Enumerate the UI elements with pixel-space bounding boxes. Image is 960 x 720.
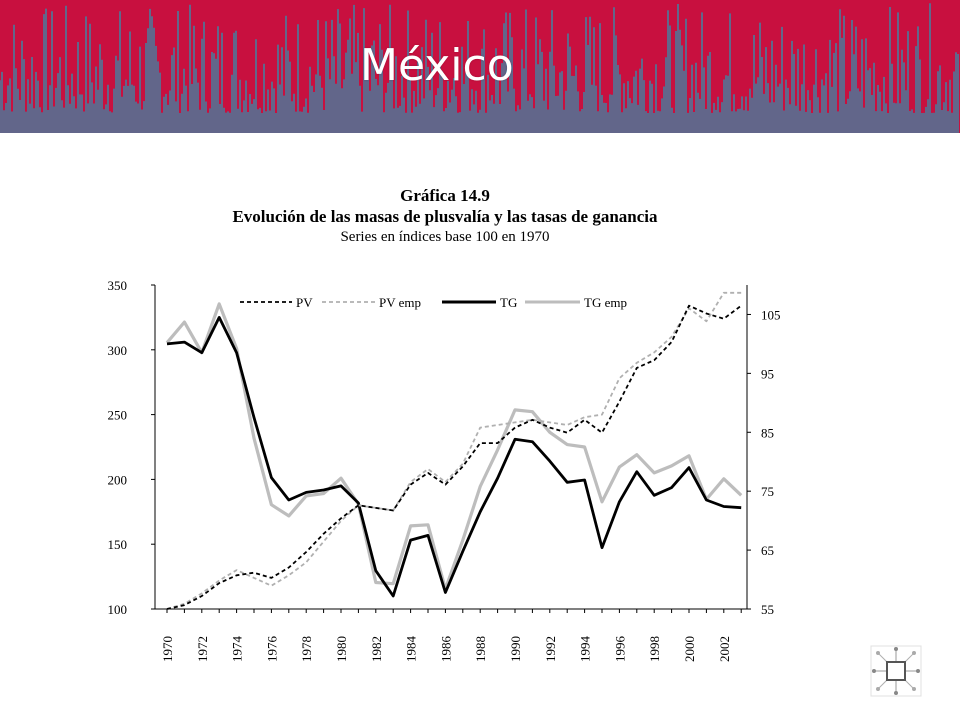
- x-tick-label: 1974: [230, 636, 245, 663]
- x-tick-label: 1978: [299, 636, 314, 662]
- x-tick-label: 1994: [578, 636, 593, 663]
- banner-waveform: [0, 3, 959, 133]
- y-left-tick-label: 100: [108, 602, 128, 617]
- x-tick-label: 1998: [647, 636, 662, 662]
- legend-label: PV emp: [379, 295, 421, 310]
- legend-label: PV: [296, 295, 313, 310]
- legend: PV PV emp TG TG emp: [240, 295, 627, 310]
- legend-label: TG: [500, 295, 517, 310]
- y-right-tick-label: 95: [761, 366, 774, 381]
- y-right-tick-label: 65: [761, 543, 774, 558]
- x-tick-label: 1984: [404, 636, 419, 663]
- x-tick-label: 1970: [160, 636, 175, 662]
- x-tick-label: 1982: [369, 636, 384, 662]
- x-tick-label: 1986: [438, 636, 453, 663]
- series-line-tg-emp: [165, 302, 743, 591]
- x-tick-label: 1996: [612, 636, 627, 663]
- y-left-tick-label: 150: [108, 537, 128, 552]
- chart-heading: Gráfica 14.9 Evolución de las masas de p…: [0, 186, 890, 246]
- y-left-tick-label: 200: [108, 472, 128, 487]
- line-chart: 100 150 200 250 300 350 55 65 75 85 95 105 1970 1972 1…: [108, 278, 781, 663]
- x-tick-label: 1990: [508, 636, 523, 662]
- y-right-tick-label: 105: [761, 307, 781, 322]
- series-line-pv-emp: [166, 291, 742, 610]
- y-left-tick-label: 350: [108, 278, 128, 293]
- y-left-tick-label: 300: [108, 343, 128, 358]
- network-logo-icon: [870, 645, 922, 697]
- chart-caption: Series en índices base 100 en 1970: [340, 229, 550, 245]
- banner-background: [0, 0, 960, 133]
- chart-title: Gráfica 14.9: [400, 186, 490, 205]
- x-tick-label: 2000: [682, 636, 697, 662]
- x-tick-label: 1976: [264, 636, 279, 663]
- legend-label: TG emp: [584, 295, 627, 310]
- chart-subtitle: Evolución de las masas de plusvalía y la…: [232, 207, 658, 226]
- x-tick-label: 1988: [473, 636, 488, 662]
- series-line-tg: [166, 316, 742, 598]
- y-left-tick-label: 250: [108, 408, 128, 423]
- x-tick-label: 1972: [195, 636, 210, 662]
- x-tick-label: 1980: [334, 636, 349, 662]
- y-right-tick-label: 55: [761, 602, 774, 617]
- y-right-tick-label: 85: [761, 425, 774, 440]
- page-title: México: [360, 40, 514, 91]
- x-tick-label: 2002: [717, 636, 732, 662]
- y-right-tick-label: 75: [761, 484, 774, 499]
- header-banner: México: [0, 0, 960, 133]
- x-tick-label: 1992: [543, 636, 558, 662]
